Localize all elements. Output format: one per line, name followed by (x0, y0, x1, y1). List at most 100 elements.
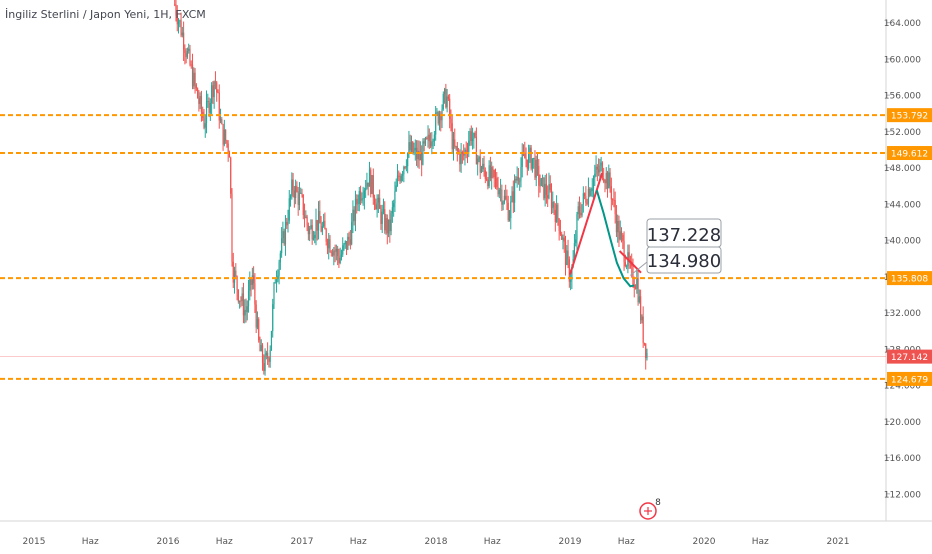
candle-body (488, 165, 490, 187)
y-tick-label: 120.000 (884, 418, 921, 428)
candle-body (325, 229, 327, 242)
y-tick-label: 144.000 (884, 200, 921, 210)
candle-body (186, 50, 189, 57)
candle-body (556, 204, 558, 223)
candle-body (189, 48, 191, 65)
candle-body (403, 166, 405, 175)
candle-body (306, 216, 308, 226)
candle-body (244, 309, 246, 316)
x-tick-label: Haz (752, 537, 769, 547)
candle-body (520, 166, 522, 181)
candle-body (344, 241, 346, 245)
candle-body (529, 147, 531, 153)
y-tick-label: 164.000 (884, 19, 921, 29)
candle-body (307, 225, 309, 235)
candle-body (225, 129, 227, 141)
candle-body (302, 194, 304, 216)
candle-body (592, 177, 595, 189)
candle-body (384, 209, 386, 231)
candle-body (614, 200, 616, 215)
candle-body (375, 204, 377, 210)
candle-body (194, 72, 196, 85)
candle-body (279, 253, 281, 263)
candle-body (203, 117, 205, 128)
candle-body (541, 177, 544, 179)
level-tag (887, 108, 932, 123)
trend-line (569, 172, 604, 275)
candle-body (491, 167, 493, 179)
curve-drawing (595, 190, 635, 288)
candle-body (470, 131, 472, 141)
candle-body (395, 185, 397, 192)
level-label: 149.612 (891, 150, 928, 160)
candle-body (213, 81, 215, 98)
candle-body (233, 270, 236, 283)
candle-body (320, 223, 322, 232)
candle-body (259, 340, 261, 352)
candle-body (628, 252, 630, 263)
candle-body (605, 172, 607, 184)
candle-body (293, 190, 295, 198)
candle-body (239, 300, 241, 302)
candle-body (600, 162, 602, 166)
candle-body (577, 206, 579, 215)
candle-body (461, 152, 463, 154)
candle-body (268, 358, 270, 362)
candle-body (329, 239, 331, 252)
candle-body (247, 290, 250, 307)
candle-body (499, 189, 502, 191)
candle-body (250, 278, 252, 286)
candle-body (371, 175, 373, 194)
x-tick-label: Haz (82, 537, 99, 547)
candle-body (492, 167, 494, 171)
candle-body (300, 192, 302, 194)
candle-body (589, 188, 591, 196)
candle-body (305, 216, 307, 218)
candle-body (483, 163, 485, 171)
last-price-label: 127.142 (891, 353, 928, 363)
candle-body (258, 319, 260, 341)
candle-body (538, 165, 540, 186)
candle-body (310, 225, 312, 229)
candle-body (368, 169, 371, 187)
candle-body (484, 170, 486, 179)
candle-body (475, 136, 478, 165)
candle-body (549, 184, 551, 191)
candle-body (640, 296, 642, 321)
candle-body (326, 241, 329, 249)
candle-body (575, 239, 577, 244)
candle-body (255, 304, 257, 328)
candle-body (277, 275, 279, 280)
candle-body (227, 143, 229, 153)
candle-body (423, 141, 425, 144)
candle-body (289, 195, 292, 199)
candle-body (400, 175, 402, 182)
candle-body (391, 207, 393, 214)
candle-body (195, 84, 197, 89)
candle-body (223, 129, 225, 145)
candle-body (317, 211, 320, 231)
candle-body (209, 102, 211, 113)
candle-body (587, 188, 590, 204)
candle-body (517, 176, 520, 181)
candle-body (389, 219, 391, 232)
candle-body (275, 279, 278, 283)
candle-body (246, 306, 248, 313)
candle-body (184, 49, 186, 54)
candle-body (456, 146, 458, 152)
candle-body (429, 141, 432, 147)
candle-body (610, 185, 612, 200)
candle-body (571, 266, 573, 280)
level-tag (887, 371, 932, 386)
candle-body (228, 152, 231, 158)
candle-body (477, 158, 479, 165)
candle-body (226, 140, 228, 144)
candle-body (487, 179, 489, 187)
candle-body (489, 165, 492, 179)
candle-body (646, 352, 648, 359)
candle-body (309, 228, 311, 235)
candle-body (634, 287, 637, 289)
candle-body (295, 185, 297, 198)
